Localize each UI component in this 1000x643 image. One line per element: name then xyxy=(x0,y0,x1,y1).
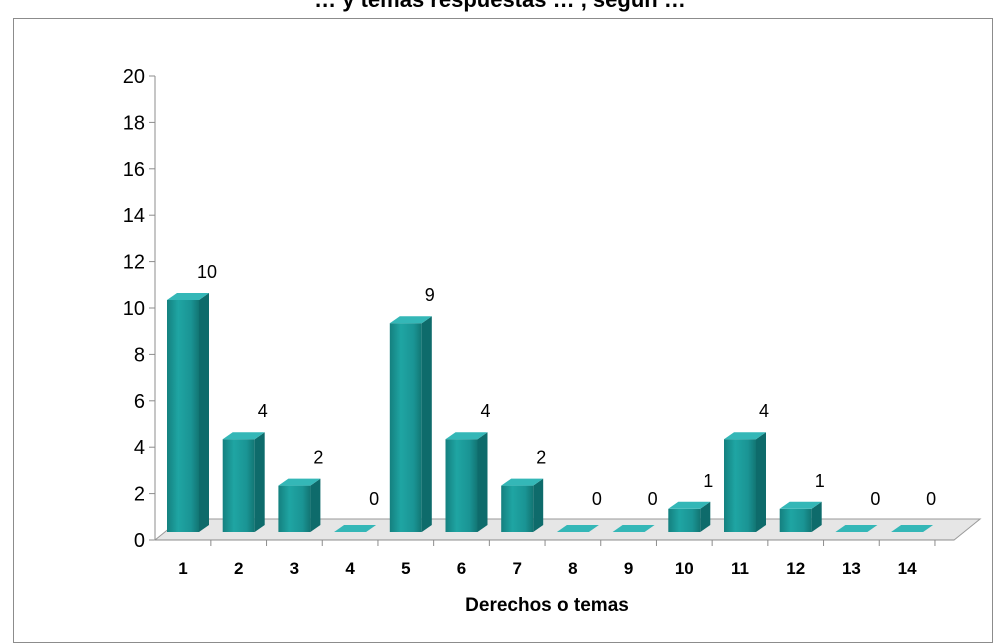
data-label: 4 xyxy=(759,401,769,421)
bar-front xyxy=(501,485,534,532)
bar-front xyxy=(779,508,812,532)
y-tick-label: 6 xyxy=(134,391,145,413)
data-label: 0 xyxy=(870,489,880,509)
y-tick-label: 18 xyxy=(123,112,145,134)
bar-top xyxy=(167,293,209,300)
y-tick-label: 14 xyxy=(123,205,145,227)
data-label: 10 xyxy=(197,262,217,282)
bar-top xyxy=(445,432,488,440)
data-label: 0 xyxy=(369,489,379,509)
bar-top xyxy=(334,525,377,532)
bar-6 xyxy=(445,432,488,532)
bar-front xyxy=(389,323,422,532)
data-label: 0 xyxy=(648,489,658,509)
bar-side xyxy=(254,432,265,532)
bar-top xyxy=(278,478,321,486)
bar-front xyxy=(278,485,311,532)
bar-5 xyxy=(389,316,432,532)
x-tick-label: 9 xyxy=(624,559,633,578)
x-tick-label: 5 xyxy=(401,559,410,578)
y-tick-label: 12 xyxy=(123,252,145,274)
x-tick-label: 13 xyxy=(842,559,861,578)
x-tick-label: 1 xyxy=(178,559,187,578)
bar-front xyxy=(724,439,756,532)
bar-10 xyxy=(668,501,711,532)
bar-top xyxy=(668,501,711,509)
bar-12 xyxy=(779,501,822,532)
x-tick-label: 7 xyxy=(512,559,521,578)
bar-front xyxy=(167,300,199,532)
bar-front xyxy=(668,508,701,532)
bar-3 xyxy=(278,478,321,532)
x-tick-label: 4 xyxy=(345,559,355,578)
data-label: 0 xyxy=(592,489,602,509)
bar-4 xyxy=(334,525,377,532)
x-tick-label: 14 xyxy=(898,559,917,578)
bar-top xyxy=(612,525,655,532)
y-tick-label: 0 xyxy=(134,530,145,552)
y-tick-label: 8 xyxy=(134,344,145,366)
x-tick-label: 12 xyxy=(786,559,805,578)
data-label: 4 xyxy=(480,401,490,421)
bar-7 xyxy=(501,478,544,532)
y-tick-label: 20 xyxy=(123,66,145,88)
bar-front xyxy=(222,439,255,532)
bar-side xyxy=(477,432,488,532)
bars xyxy=(167,293,934,532)
y-tick-label: 2 xyxy=(134,484,145,506)
chart-title: … y temas respuestas … , según … xyxy=(0,0,1000,13)
bar-13 xyxy=(835,525,878,532)
bar-side xyxy=(310,478,321,532)
bar-top xyxy=(501,478,544,486)
bar-side xyxy=(756,432,766,532)
bar-side xyxy=(533,478,544,532)
bar-top xyxy=(724,432,766,440)
data-label: 4 xyxy=(258,401,268,421)
bar-2 xyxy=(222,432,265,532)
x-tick-label: 11 xyxy=(731,559,749,578)
x-tick-label: 6 xyxy=(457,559,466,578)
bar-9 xyxy=(612,525,655,532)
bar-top xyxy=(556,525,599,532)
bar-11 xyxy=(724,432,766,532)
x-tick-label: 10 xyxy=(675,559,694,578)
bar-14 xyxy=(891,525,934,532)
x-tick-label: 3 xyxy=(290,559,299,578)
x-tick-label: 2 xyxy=(234,559,243,578)
bar-top xyxy=(779,501,822,509)
bar-side xyxy=(199,293,209,532)
data-label: 1 xyxy=(815,471,825,491)
bar-8 xyxy=(556,525,599,532)
y-axis: 0 2 4 6 8 10 12 14 16 18 20 xyxy=(123,66,156,552)
bar-front xyxy=(445,439,478,532)
data-label: 2 xyxy=(313,448,323,468)
data-label: 2 xyxy=(536,448,546,468)
bar-side xyxy=(421,316,432,532)
bar-top xyxy=(891,525,934,532)
bar-1 xyxy=(167,293,209,532)
x-axis: 1 2 3 4 5 6 7 8 9 10 11 12 13 14 xyxy=(178,540,936,578)
y-tick-label: 16 xyxy=(123,159,145,181)
bar-top xyxy=(389,316,432,324)
bar-side xyxy=(700,501,711,532)
y-tick-label: 10 xyxy=(123,298,145,320)
bar-side xyxy=(811,501,822,532)
x-axis-title: Derechos o temas xyxy=(465,595,629,616)
data-label: 1 xyxy=(703,471,713,491)
data-label: 9 xyxy=(425,285,435,305)
x-tick-label: 8 xyxy=(568,559,577,578)
bar-top xyxy=(835,525,878,532)
y-tick-label: 4 xyxy=(134,437,145,459)
bar-top xyxy=(222,432,265,440)
data-label: 0 xyxy=(926,489,936,509)
